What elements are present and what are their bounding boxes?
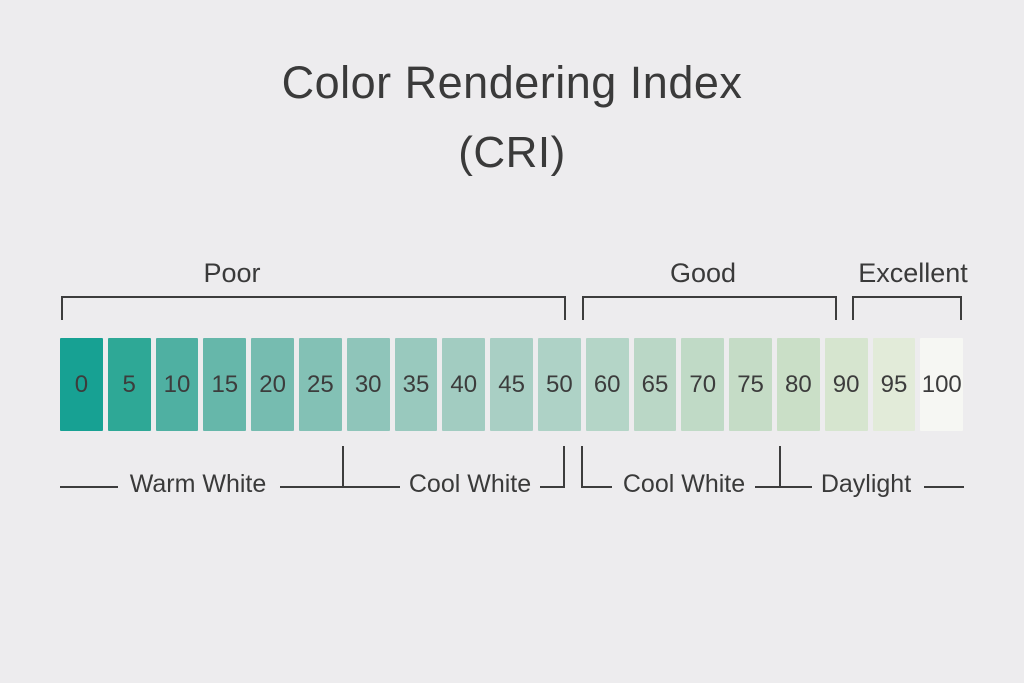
light-label-warm-white: Warm White	[129, 470, 267, 498]
scale-cell-5: 5	[107, 338, 151, 431]
scale-cell-25: 25	[298, 338, 342, 431]
scale-cell-value: 60	[593, 370, 621, 398]
scale-cell-60: 60	[585, 338, 629, 431]
scale-cell-value: 65	[641, 370, 669, 398]
scale-cell-value: 20	[259, 370, 286, 398]
scale-cell-20: 20	[251, 338, 294, 431]
scale-cell-value: 100	[921, 370, 962, 398]
scale-cell-value: 40	[450, 370, 478, 398]
scale-cell-value: 10	[163, 370, 191, 398]
light-label-daylight: Daylight	[820, 470, 912, 498]
scale-cell-15: 15	[203, 338, 247, 431]
poor-range-end-tick	[563, 446, 565, 488]
scale-cell-95: 95	[872, 338, 916, 431]
cri-scale-bar: 0 5 10 15 20 25 30 35 40 45 50 60 65 70 75 80 90 95 100	[60, 338, 964, 431]
scale-cell-value: 80	[785, 370, 812, 398]
scale-cell-value: 95	[880, 370, 908, 398]
scale-cell-35: 35	[394, 338, 438, 431]
scale-cell-value: 5	[122, 370, 136, 398]
bracket-poor-range	[61, 296, 566, 320]
quality-label-excellent: Excellent	[858, 258, 968, 288]
scale-cell-45: 45	[490, 338, 533, 431]
connector-line-left-warm-white	[60, 486, 118, 488]
connector-line-after-cool-white-1	[540, 486, 565, 488]
scale-cell-30: 30	[346, 338, 390, 431]
connector-line-warm-to-cool	[280, 486, 400, 488]
scale-cell-10: 10	[155, 338, 199, 431]
light-label-cool-white-2: Cool White	[622, 470, 746, 498]
diagram-subtitle: (CRI)	[458, 128, 566, 177]
connector-line-right-daylight	[924, 486, 964, 488]
scale-cell-80: 80	[776, 338, 820, 431]
scale-cell-70: 70	[681, 338, 725, 431]
warm-cool-divider-tick	[342, 446, 344, 488]
connector-line-cool-to-daylight	[755, 486, 812, 488]
quality-label-poor: Poor	[203, 258, 261, 288]
scale-cell-value: 45	[498, 370, 525, 398]
good-range-start-tick	[581, 446, 583, 488]
diagram-title: Color Rendering Index	[281, 57, 743, 108]
scale-cell-value: 25	[307, 370, 334, 398]
scale-cell-value: 70	[689, 370, 717, 398]
quality-label-good: Good	[669, 258, 737, 288]
bracket-excellent-range	[852, 296, 962, 320]
scale-cell-100: 100	[920, 338, 964, 431]
cool-daylight-divider-tick	[779, 446, 781, 488]
scale-cell-value: 90	[832, 370, 860, 398]
scale-cell-0: 0	[60, 338, 103, 431]
scale-cell-65: 65	[633, 338, 677, 431]
scale-cell-value: 75	[737, 370, 764, 398]
light-label-cool-white-1: Cool White	[408, 470, 532, 498]
scale-cell-value: 30	[354, 370, 382, 398]
scale-cell-40: 40	[442, 338, 486, 431]
scale-cell-value: 35	[402, 370, 430, 398]
scale-cell-value: 50	[546, 370, 573, 398]
scale-cell-50: 50	[537, 338, 581, 431]
bracket-good-range	[582, 296, 837, 320]
scale-cell-value: 0	[74, 370, 89, 398]
scale-cell-value: 15	[211, 370, 239, 398]
scale-cell-75: 75	[729, 338, 772, 431]
scale-cell-90: 90	[824, 338, 868, 431]
connector-line-before-cool-white-2	[581, 486, 612, 488]
